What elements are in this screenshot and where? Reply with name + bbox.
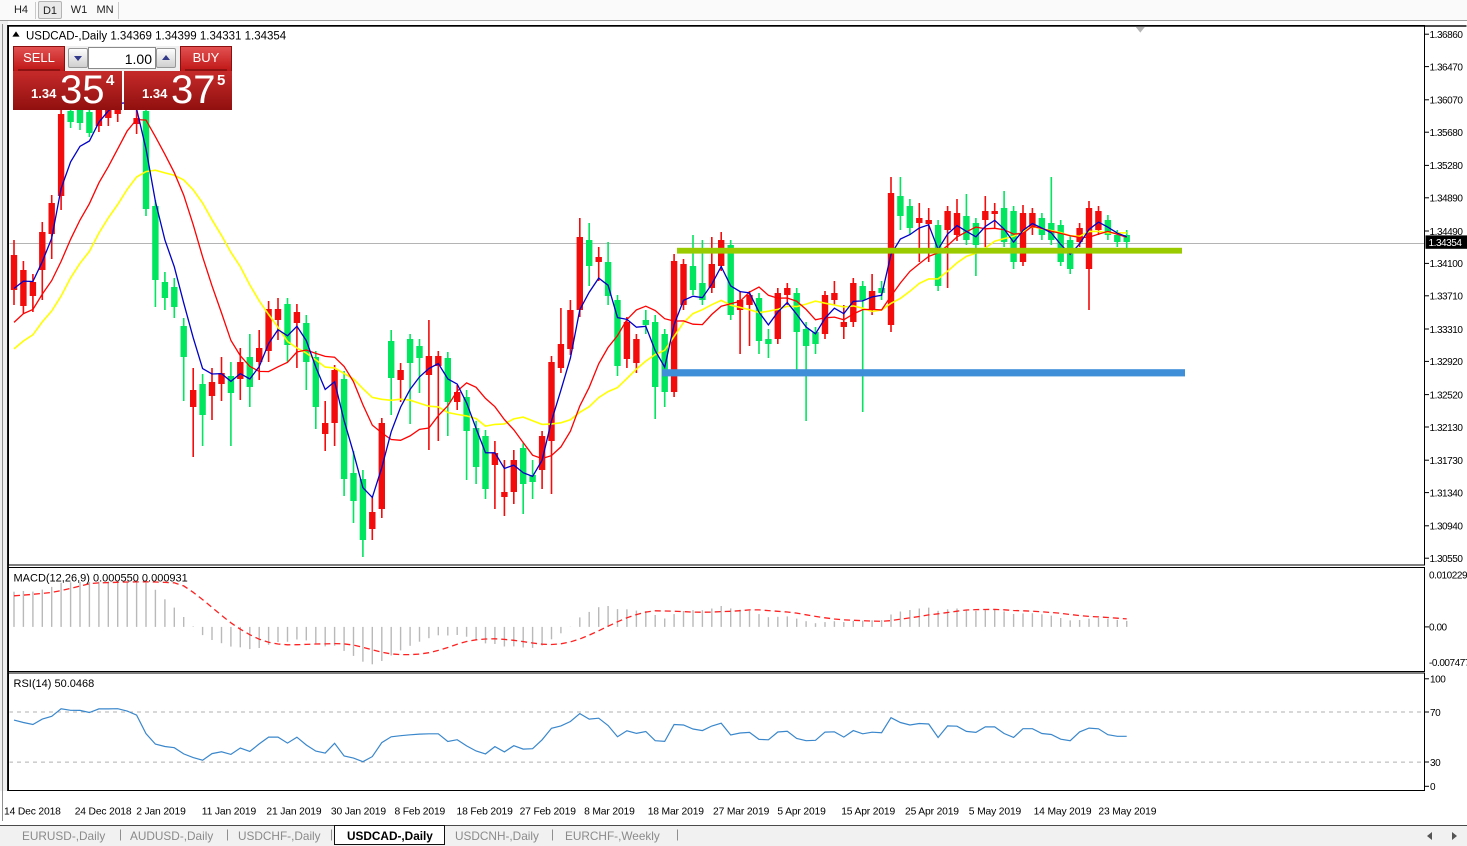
svg-text:2 Jan 2019: 2 Jan 2019 — [136, 807, 186, 818]
svg-text:1.30550: 1.30550 — [1430, 554, 1464, 565]
svg-text:1.34100: 1.34100 — [1430, 259, 1464, 270]
svg-text:1.36470: 1.36470 — [1430, 62, 1464, 73]
svg-text:MACD(12,26,9) 0.000550 0.00093: MACD(12,26,9) 0.000550 0.000931 — [14, 573, 188, 585]
svg-text:0.010229: 0.010229 — [1429, 570, 1467, 581]
svg-text:1.34490: 1.34490 — [1430, 227, 1464, 238]
svg-text:1.33310: 1.33310 — [1430, 325, 1464, 336]
svg-text:23 May 2019: 23 May 2019 — [1098, 807, 1156, 818]
svg-text:27 Mar 2019: 27 Mar 2019 — [713, 807, 770, 818]
svg-text:0: 0 — [1430, 782, 1436, 793]
svg-text:30 Jan 2019: 30 Jan 2019 — [331, 807, 386, 818]
svg-text:1.36860: 1.36860 — [1430, 30, 1464, 41]
svg-text:USDCAD-,Daily 1.34369 1.34399: USDCAD-,Daily 1.34369 1.34399 1.34331 1.… — [26, 31, 287, 43]
svg-text:30: 30 — [1430, 758, 1441, 769]
svg-text:5 May 2019: 5 May 2019 — [969, 807, 1022, 818]
svg-text:5 Apr 2019: 5 Apr 2019 — [777, 807, 826, 818]
svg-text:14 May 2019: 14 May 2019 — [1034, 807, 1092, 818]
svg-text:24 Dec 2018: 24 Dec 2018 — [75, 807, 132, 818]
svg-text:18 Feb 2019: 18 Feb 2019 — [457, 807, 514, 818]
svg-text:1.32520: 1.32520 — [1430, 390, 1464, 401]
svg-text:1.30940: 1.30940 — [1430, 522, 1464, 533]
svg-text:1.31340: 1.31340 — [1430, 488, 1464, 499]
svg-text:15 Apr 2019: 15 Apr 2019 — [841, 807, 895, 818]
svg-text:1.36070: 1.36070 — [1430, 96, 1464, 107]
svg-text:1.34890: 1.34890 — [1430, 194, 1464, 205]
svg-text:11 Jan 2019: 11 Jan 2019 — [202, 807, 257, 818]
svg-text:1.31730: 1.31730 — [1430, 456, 1464, 467]
svg-text:27 Feb 2019: 27 Feb 2019 — [520, 807, 577, 818]
svg-text:1.34354: 1.34354 — [1429, 238, 1463, 249]
svg-text:0.00: 0.00 — [1429, 623, 1448, 634]
svg-text:8 Feb 2019: 8 Feb 2019 — [395, 807, 446, 818]
svg-text:1.32130: 1.32130 — [1430, 423, 1464, 434]
svg-text:RSI(14) 50.0468: RSI(14) 50.0468 — [14, 678, 95, 690]
svg-text:1.32920: 1.32920 — [1430, 357, 1464, 368]
svg-text:18 Mar 2019: 18 Mar 2019 — [648, 807, 705, 818]
svg-text:1.33710: 1.33710 — [1430, 292, 1464, 303]
svg-text:1.35280: 1.35280 — [1430, 161, 1464, 172]
svg-text:25 Apr 2019: 25 Apr 2019 — [905, 807, 959, 818]
svg-text:70: 70 — [1430, 708, 1441, 719]
svg-text:14 Dec 2018: 14 Dec 2018 — [4, 807, 61, 818]
svg-text:1.35680: 1.35680 — [1430, 128, 1464, 139]
svg-text:100: 100 — [1430, 675, 1446, 686]
svg-text:21 Jan 2019: 21 Jan 2019 — [266, 807, 321, 818]
svg-text:8 Mar 2019: 8 Mar 2019 — [584, 807, 635, 818]
svg-text:-0.007477: -0.007477 — [1429, 658, 1467, 669]
